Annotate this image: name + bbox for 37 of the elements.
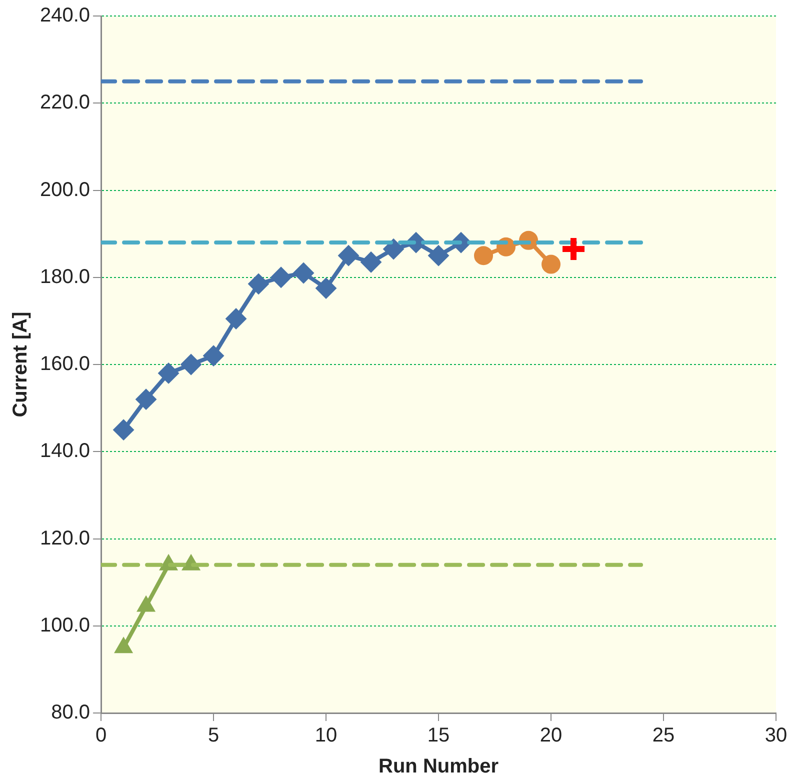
point <box>293 262 314 284</box>
x-tick-label: 25 <box>652 724 675 747</box>
point <box>270 266 292 288</box>
point <box>158 362 180 384</box>
point <box>136 388 157 410</box>
point <box>360 252 382 273</box>
point <box>203 345 224 366</box>
x-tick-label: 30 <box>764 724 788 747</box>
y-tick-label: 120.0 <box>40 527 90 550</box>
x-tick-label: 0 <box>95 724 107 747</box>
y-tick-label: 180.0 <box>40 266 90 288</box>
x-axis-title: Run Number <box>378 756 499 778</box>
y-tick-label: 80.0 <box>51 702 90 724</box>
point <box>180 354 202 375</box>
point <box>542 254 561 274</box>
y-tick-label: 160.0 <box>40 353 90 376</box>
point <box>474 246 494 266</box>
y-tick-label: 240.0 <box>40 4 90 27</box>
y-tick-label: 140.0 <box>40 440 90 462</box>
point <box>316 278 337 299</box>
y-tick-label: 220.0 <box>40 92 90 114</box>
point <box>226 308 247 330</box>
y-axis-title: Current [A] <box>10 312 32 418</box>
y-tick-label: 100.0 <box>40 614 90 636</box>
point <box>562 238 585 260</box>
x-tick-label: 15 <box>427 724 450 747</box>
x-tick-label: 10 <box>314 724 338 747</box>
point <box>338 245 360 266</box>
point <box>383 238 404 260</box>
point <box>136 596 156 612</box>
y-tick-label: 200.0 <box>40 178 90 201</box>
point <box>248 273 270 294</box>
x-tick-label: 20 <box>540 724 562 747</box>
x-tick-label: 5 <box>208 724 220 747</box>
point <box>428 245 450 266</box>
point <box>114 637 133 654</box>
point <box>113 419 134 440</box>
